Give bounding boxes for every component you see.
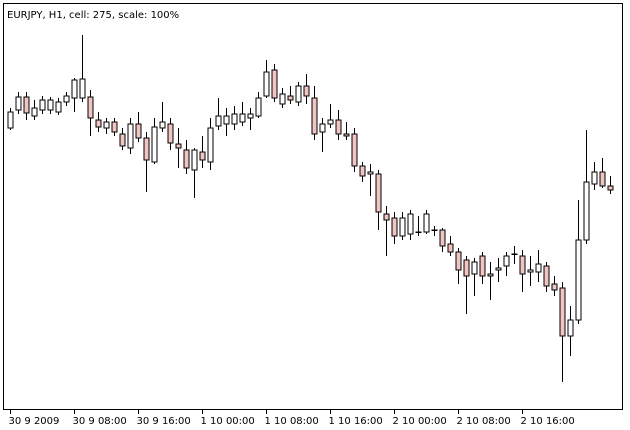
candle-body xyxy=(263,71,270,97)
candle-body xyxy=(23,96,30,114)
candle-body xyxy=(215,115,222,127)
candle-body xyxy=(487,273,494,277)
candle-body xyxy=(503,255,510,267)
candle-body xyxy=(119,133,126,147)
candle-body xyxy=(191,149,198,171)
candle-body xyxy=(399,217,406,237)
candle-body xyxy=(175,143,182,149)
candle-body xyxy=(111,121,118,133)
candle-body xyxy=(39,99,46,111)
candle-body xyxy=(47,99,54,111)
candle-body xyxy=(159,121,166,129)
candle-body xyxy=(407,213,414,235)
candle-body xyxy=(319,123,326,133)
candle-body xyxy=(471,261,478,275)
x-tick-label: 30 9 08:00 xyxy=(73,416,127,427)
candle-body xyxy=(591,171,598,185)
candle-body xyxy=(95,119,102,128)
candle-body xyxy=(583,181,590,241)
candle-body xyxy=(391,217,398,237)
candle-body xyxy=(127,123,134,149)
candle-body xyxy=(287,95,294,101)
candle-body xyxy=(183,149,190,169)
x-tick-label: 2 10 16:00 xyxy=(521,416,575,427)
candle-body xyxy=(151,126,158,163)
candle-body xyxy=(167,123,174,144)
candle-body xyxy=(415,231,422,233)
candle-body xyxy=(327,119,334,125)
x-tick-label: 2 10 08:00 xyxy=(457,416,511,427)
candle-body xyxy=(343,133,350,137)
candle-body xyxy=(311,97,318,135)
candle-body xyxy=(455,251,462,271)
candle-body xyxy=(599,171,606,187)
x-tick-label: 30 9 2009 xyxy=(9,416,60,427)
candle-body xyxy=(103,121,110,129)
candle-body xyxy=(351,133,358,167)
x-tick-label: 1 10 00:00 xyxy=(201,416,255,427)
candle-body xyxy=(295,85,302,103)
candle-body xyxy=(447,243,454,253)
candle-body xyxy=(551,283,558,291)
candle-body xyxy=(375,173,382,213)
x-tick-label: 1 10 08:00 xyxy=(265,416,319,427)
candle-body xyxy=(423,213,430,233)
candle-body xyxy=(359,165,366,177)
candle-body xyxy=(7,111,14,129)
candle-body xyxy=(55,101,62,113)
candle-body xyxy=(511,253,518,255)
candle-body xyxy=(535,263,542,273)
x-tick-label: 30 9 16:00 xyxy=(137,416,191,427)
candle-body xyxy=(495,267,502,271)
plot-frame xyxy=(3,3,623,410)
candle-body xyxy=(79,78,86,99)
candle-body xyxy=(607,185,614,191)
candle-body xyxy=(279,93,286,105)
candle-body xyxy=(479,255,486,277)
candle-body xyxy=(255,97,262,117)
candle-body xyxy=(559,287,566,337)
candle-body xyxy=(135,123,142,139)
candle-body xyxy=(15,96,22,111)
x-tick-label: 2 10 00:00 xyxy=(393,416,447,427)
candle-body xyxy=(463,259,470,277)
candle-body xyxy=(527,269,534,273)
candle-body xyxy=(239,113,246,123)
candle-body xyxy=(543,265,550,287)
candle-body xyxy=(231,113,238,125)
candle-body xyxy=(271,69,278,99)
candle-body xyxy=(303,85,310,97)
candle-body xyxy=(567,319,574,337)
candle-body xyxy=(87,96,94,119)
candle-body xyxy=(431,229,438,231)
candle-body xyxy=(367,171,374,175)
candle-body xyxy=(519,255,526,275)
candle-body xyxy=(199,151,206,161)
candle-body xyxy=(31,107,38,117)
candle-body xyxy=(439,229,446,247)
candle-body xyxy=(383,213,390,221)
candle-body xyxy=(575,239,582,321)
candle-body xyxy=(207,127,214,163)
chart-title: EURJPY, H1, cell: 275, scale: 100% xyxy=(7,10,179,21)
candle-body xyxy=(247,113,254,119)
candle-body xyxy=(223,115,230,125)
candle-body xyxy=(71,79,78,99)
candle-body xyxy=(143,137,150,161)
x-tick-label: 1 10 16:00 xyxy=(329,416,383,427)
candle-body xyxy=(63,95,70,103)
candle-body xyxy=(335,119,342,135)
